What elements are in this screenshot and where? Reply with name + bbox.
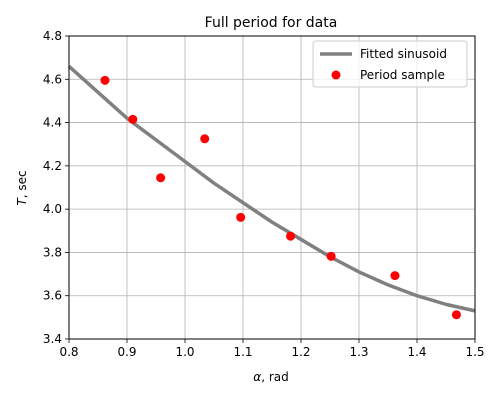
series-lines: [67, 64, 476, 313]
y-tick-label: 4.2: [43, 159, 62, 173]
chart-title: Full period for data: [205, 15, 338, 31]
period-sample-point: [156, 173, 166, 183]
series-points: [100, 75, 461, 320]
plot-frame: [68, 35, 476, 340]
x-tick-label: 1.3: [349, 345, 368, 359]
y-tick-label: 4.0: [43, 202, 62, 216]
period-sample-point: [286, 231, 296, 241]
y-tick-label: 4.4: [43, 116, 62, 130]
x-tick-label: 0.8: [59, 345, 78, 359]
x-axis-unit: , rad: [261, 370, 289, 384]
y-tick-label: 4.8: [43, 29, 62, 43]
y-tick-label: 3.8: [43, 245, 62, 259]
x-axis-label: α, rad: [253, 370, 288, 384]
x-tick-label: 1.2: [291, 345, 310, 359]
ticks: 0.8 0.9 1.0 1.1 1.2 1.3 1.4 1.5 3.4 3.6 3.8 4.0 4.2 4…: [43, 29, 485, 359]
period-sample-point: [390, 271, 400, 281]
x-tick-label: 1.5: [465, 345, 484, 359]
x-tick-label: 0.9: [117, 345, 136, 359]
period-sample-point: [326, 251, 336, 261]
period-sample-point: [128, 114, 138, 124]
x-axis-symbol: α: [253, 370, 261, 384]
y-axis-label: T, sec: [15, 170, 29, 205]
y-tick-label: 3.6: [43, 289, 62, 303]
period-sample-point: [200, 134, 210, 144]
y-tick-label: 3.4: [43, 332, 62, 346]
x-tick-label: 1.0: [175, 345, 194, 359]
y-axis-unit: , sec: [15, 170, 29, 198]
legend: Fitted sinusoid Period sample: [312, 40, 468, 88]
legend-entry-fitted: Fitted sinusoid: [360, 47, 447, 61]
x-tick-label: 1.1: [233, 345, 252, 359]
period-sample-point: [236, 212, 246, 222]
fitted-sinusoid-line: [67, 64, 476, 313]
y-axis-symbol: T: [15, 197, 29, 206]
x-tick-label: 1.4: [407, 345, 426, 359]
period-sample-point: [451, 310, 461, 320]
y-tick-label: 4.6: [43, 72, 62, 86]
legend-point-swatch: [331, 70, 341, 80]
period-sample-point: [100, 75, 110, 85]
legend-entry-sample: Period sample: [360, 68, 445, 82]
